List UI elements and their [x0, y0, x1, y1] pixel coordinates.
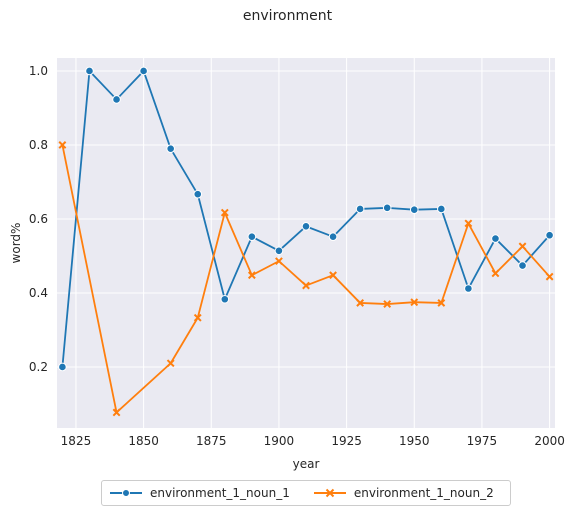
data-point-series-1: [301, 222, 311, 231]
x-tick-labels: 1825 1850 1875 1900 1925 1950 1975 2000: [61, 434, 565, 448]
data-point-series-1: [85, 66, 94, 76]
legend-swatch-series-1: [110, 489, 142, 497]
plot-area: [57, 58, 555, 428]
x-tick-label: 1875: [196, 434, 227, 448]
data-point-series-2: [166, 359, 175, 368]
data-point-series-1: [491, 234, 500, 243]
legend-label-series-2: environment_1_noun_2: [353, 486, 494, 500]
data-point-series-2: [383, 300, 392, 308]
data-point-series-2: [518, 242, 527, 251]
data-point-series-1: [139, 66, 148, 76]
x-tick-label: 1925: [331, 434, 362, 448]
x-tick-label: 2000: [534, 434, 565, 448]
x-axis-label: year: [293, 457, 320, 471]
data-point-series-1: [220, 294, 230, 304]
data-point-series-2: [302, 281, 310, 290]
data-point-series-1: [437, 204, 446, 214]
legend-label-series-1: environment_1_noun_1: [150, 486, 290, 500]
data-point-series-1: [545, 230, 554, 240]
series-group: [58, 66, 554, 417]
data-point-series-1: [274, 246, 284, 256]
data-point-series-1: [166, 144, 175, 153]
data-point-series-2: [247, 271, 256, 280]
data-point-series-2: [58, 141, 67, 149]
y-tick-label: 0.4: [29, 286, 48, 300]
data-point-series-1: [464, 284, 473, 293]
legend: environment_1_noun_1 environment_1_noun_…: [101, 480, 511, 506]
data-point-series-2: [545, 272, 554, 281]
data-point-series-2: [356, 299, 365, 307]
data-point-series-1: [355, 204, 365, 214]
data-point-series-2: [464, 219, 473, 228]
x-tick-label: 1950: [399, 434, 430, 448]
data-point-series-2: [491, 269, 500, 278]
data-point-series-2: [329, 271, 337, 280]
data-point-series-1: [518, 261, 527, 270]
data-point-series-2: [437, 299, 446, 307]
legend-swatch-series-2: [313, 488, 346, 498]
data-point-series-1: [409, 205, 419, 214]
data-point-series-2: [193, 313, 202, 322]
data-point-series-1: [247, 232, 257, 242]
data-point-series-2: [220, 208, 229, 217]
data-point-series-2: [410, 298, 419, 307]
legend-item-series-1: environment_1_noun_1: [110, 486, 290, 500]
x-tick-label: 1825: [61, 434, 92, 448]
y-tick-label: 0.6: [29, 212, 48, 226]
data-point-series-1: [328, 232, 338, 242]
chart-title: environment: [242, 8, 333, 24]
x-tick-label: 1975: [467, 434, 498, 448]
data-point-series-1: [382, 203, 392, 213]
legend-item-series-2: environment_1_noun_2: [313, 486, 494, 500]
y-tick-labels: 0.2 0.4 0.6 0.8 1.0: [29, 64, 48, 374]
data-point-series-1: [58, 362, 67, 372]
y-tick-label: 0.8: [29, 138, 48, 152]
data-point-series-1: [112, 95, 121, 104]
data-point-series-2: [275, 257, 283, 266]
y-tick-label: 1.0: [29, 64, 48, 78]
x-tick-label: 1900: [264, 434, 295, 448]
data-point-series-2: [112, 408, 121, 417]
x-tick-label: 1850: [128, 434, 159, 448]
y-tick-label: 0.2: [29, 360, 48, 374]
y-axis-label: word%: [9, 223, 23, 264]
data-point-series-1: [193, 189, 203, 199]
